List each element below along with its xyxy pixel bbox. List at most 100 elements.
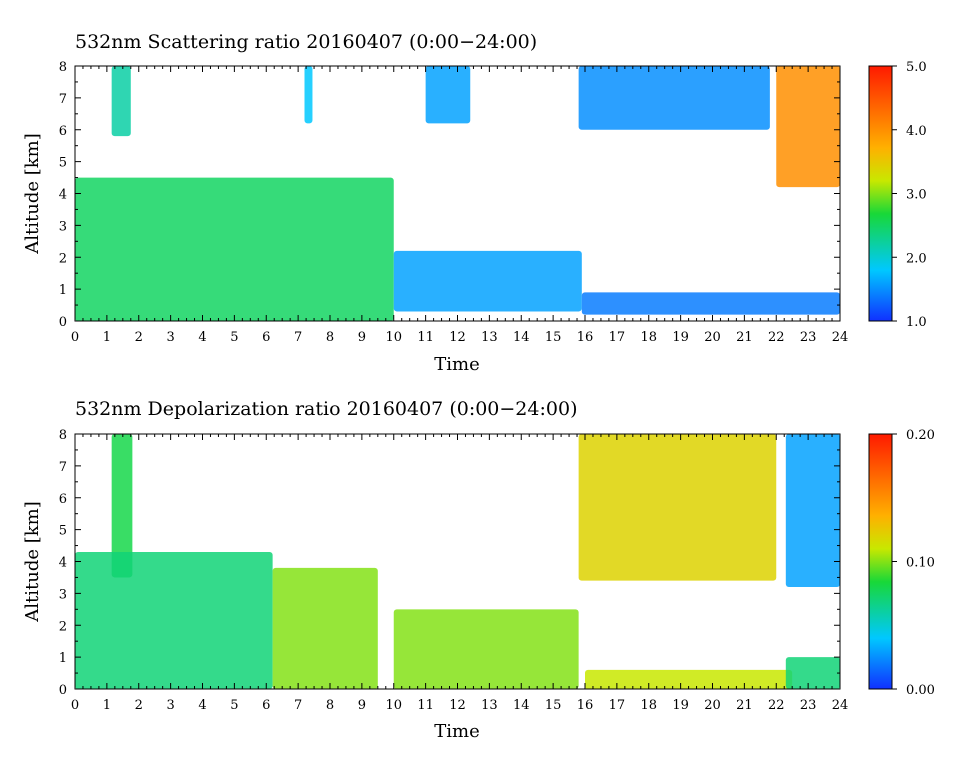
y-tick-label: 7 [59,92,67,107]
y-tick-label: 5 [59,156,67,171]
colorbar-tick-label: 2.0 [906,251,927,266]
colorbar-tick-label: 0.10 [906,556,935,571]
x-tick-label: 15 [545,330,562,345]
data-region [75,551,273,689]
x-tick-label: 6 [262,330,270,345]
colorbar-tick-label: 0.00 [906,683,935,698]
scattering-ratio-plot-area [75,66,840,321]
x-tick-label: 13 [481,330,498,345]
depolarization-ratio-plot-area [75,434,840,689]
x-tick-label: 20 [704,698,721,713]
x-tick-label: 21 [736,330,753,345]
x-tick-label: 18 [640,330,657,345]
y-tick-label: 0 [59,683,67,698]
x-tick-label: 6 [262,698,270,713]
y-tick-label: 6 [59,124,67,139]
colorbar-tick-label: 1.0 [906,315,927,330]
y-tick-label: 8 [59,428,67,443]
x-tick-label: 4 [198,330,206,345]
data-region [785,434,840,587]
depolarization-ratio-y-axis-label: Altitude [km] [22,501,43,623]
data-region [578,66,770,130]
y-tick-label: 7 [59,460,67,475]
x-tick-label: 14 [513,330,530,345]
x-tick-label: 24 [832,330,849,345]
x-tick-label: 18 [640,698,657,713]
x-tick-label: 24 [832,698,849,713]
data-region [393,609,579,689]
x-tick-label: 10 [385,330,402,345]
x-tick-label: 10 [385,698,402,713]
data-region [111,434,133,578]
x-tick-label: 2 [135,330,143,345]
x-tick-label: 9 [358,698,366,713]
x-tick-label: 19 [672,330,689,345]
y-tick-label: 6 [59,492,67,507]
data-region [776,66,840,188]
depolarization-ratio-panel: 532nm Depolarization ratio 20160407 (0:0… [22,398,935,742]
x-tick-label: 16 [577,330,594,345]
depolarization-ratio-y-axis: 0 1 2 3 4 5 6 7 8 [59,428,840,698]
y-tick-label: 8 [59,60,67,75]
x-tick-label: 7 [294,330,302,345]
x-tick-label: 0 [71,698,79,713]
y-tick-label: 4 [59,188,67,203]
depolarization-ratio-colorbar-ticks: 0.00 0.10 0.20 [892,428,935,698]
x-tick-label: 3 [166,330,174,345]
x-tick-label: 5 [230,330,238,345]
data-region [111,66,131,137]
x-tick-label: 22 [768,698,785,713]
depolarization-ratio-title: 532nm Depolarization ratio 20160407 (0:0… [75,398,577,420]
x-tick-label: 16 [577,698,594,713]
x-tick-label: 4 [198,698,206,713]
scattering-ratio-colorbar-ticks: 1.0 2.0 3.0 4.0 5.0 [892,60,927,330]
x-tick-label: 9 [358,330,366,345]
data-region [578,434,777,581]
x-tick-label: 8 [326,330,334,345]
data-region [75,177,394,321]
scattering-ratio-y-axis: 0 1 2 3 4 5 6 7 8 [59,60,840,330]
x-tick-label: 17 [609,330,626,345]
x-tick-label: 1 [103,698,111,713]
y-tick-label: 2 [59,251,67,266]
scattering-ratio-panel: 532nm Scattering ratio 20160407 (0:00−24… [22,31,927,375]
x-tick-label: 22 [768,330,785,345]
data-region [785,657,840,689]
y-tick-label: 1 [59,651,67,666]
x-tick-label: 11 [417,330,434,345]
colorbar-tick-label: 4.0 [906,124,927,139]
x-tick-label: 21 [736,698,753,713]
x-tick-label: 8 [326,698,334,713]
scattering-ratio-title: 532nm Scattering ratio 20160407 (0:00−24… [75,31,537,53]
x-tick-label: 23 [800,698,817,713]
x-tick-label: 5 [230,698,238,713]
depolarization-ratio-colorbar [868,433,893,690]
y-tick-label: 5 [59,524,67,539]
x-tick-label: 17 [609,698,626,713]
scattering-ratio-y-axis-label: Altitude [km] [22,133,43,255]
y-tick-label: 3 [59,219,67,234]
depolarization-ratio-x-axis-label: Time [434,721,479,742]
colorbar-tick-label: 0.20 [906,428,935,443]
x-tick-label: 0 [71,330,79,345]
x-tick-label: 14 [513,698,530,713]
scattering-ratio-x-axis: 0 1 2 3 4 5 6 7 8 9 10 11 12 13 14 15 16 17 18 19 20 21 22 23 24 [71,66,848,345]
data-region [272,567,378,689]
x-tick-label: 19 [672,698,689,713]
data-region [393,250,582,312]
y-tick-label: 1 [59,283,67,298]
y-tick-label: 0 [59,315,67,330]
depolarization-ratio-x-axis: 0 1 2 3 4 5 6 7 8 9 10 11 12 13 14 15 16 17 18 19 20 21 22 23 24 [71,434,848,713]
y-tick-label: 2 [59,619,67,634]
x-tick-label: 3 [166,698,174,713]
data-region [425,66,471,124]
data-region [304,66,313,124]
x-tick-label: 2 [135,698,143,713]
x-tick-label: 13 [481,698,498,713]
x-tick-label: 1 [103,330,111,345]
x-tick-label: 23 [800,330,817,345]
y-tick-label: 4 [59,556,67,571]
x-tick-label: 20 [704,330,721,345]
data-region [581,292,840,315]
